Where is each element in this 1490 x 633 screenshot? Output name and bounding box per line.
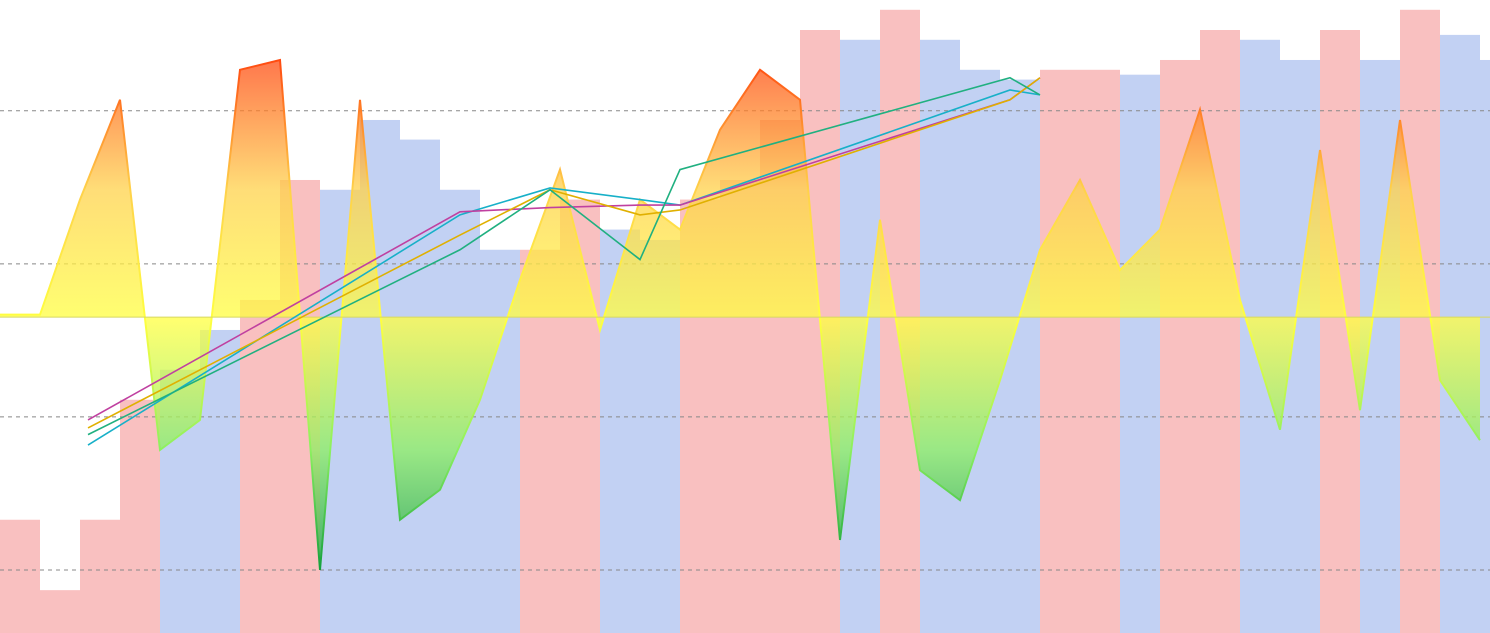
- regime-column: [40, 590, 80, 633]
- regime-column: [1480, 59, 1490, 633]
- regime-column: [0, 519, 40, 633]
- series-line: [87, 89, 1041, 446]
- regime-column: [1120, 74, 1160, 633]
- regime-column: [1200, 29, 1240, 633]
- regime-column: [80, 519, 120, 633]
- regime-column: [200, 329, 240, 633]
- regime-column: [1080, 69, 1120, 633]
- regime-column: [1040, 69, 1080, 633]
- regime-column: [120, 399, 160, 633]
- oscillator-line: [0, 58, 1481, 571]
- oscillator-area: [0, 59, 1480, 570]
- series-line: [87, 76, 1041, 436]
- series-line: [87, 77, 1041, 429]
